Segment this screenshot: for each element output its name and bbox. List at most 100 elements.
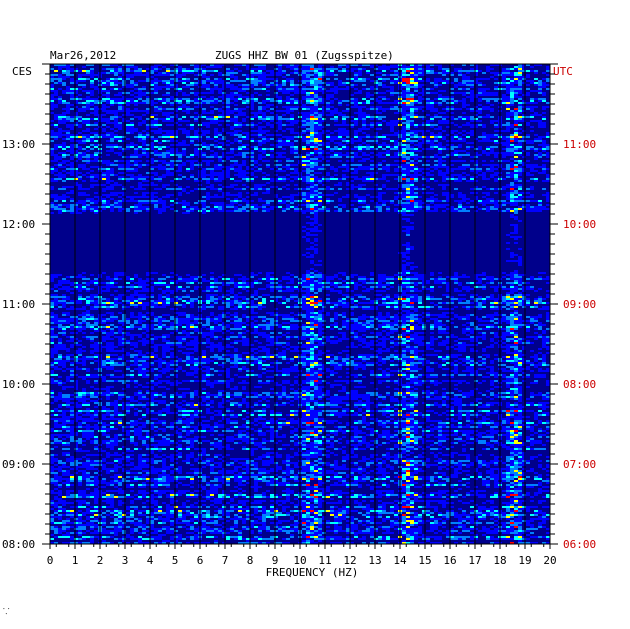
- heatmap-cell: [90, 184, 94, 186]
- heatmap-cell: [322, 118, 326, 120]
- heatmap-cell: [238, 166, 242, 168]
- heatmap-cell: [258, 168, 262, 170]
- heatmap-cell: [506, 172, 510, 174]
- heatmap-cell: [474, 126, 478, 128]
- heatmap-cell: [410, 206, 414, 208]
- heatmap-cell: [342, 100, 346, 102]
- heatmap-cell: [294, 140, 298, 142]
- heatmap-cell: [258, 110, 262, 112]
- heatmap-cell: [278, 128, 282, 130]
- heatmap-cell: [86, 204, 90, 206]
- heatmap-cell: [66, 88, 70, 90]
- heatmap-cell: [502, 82, 506, 84]
- heatmap-cell: [174, 164, 178, 166]
- heatmap-cell: [242, 170, 246, 172]
- heatmap-cell: [430, 88, 434, 90]
- heatmap-cell: [470, 180, 474, 182]
- heatmap-cell: [322, 208, 326, 210]
- heatmap-cell: [118, 122, 122, 124]
- heatmap-cell: [546, 80, 550, 82]
- heatmap-cell: [318, 88, 322, 90]
- heatmap-cell: [534, 102, 538, 104]
- heatmap-cell: [54, 180, 58, 182]
- heatmap-cell: [174, 94, 178, 96]
- heatmap-cell: [138, 136, 142, 138]
- heatmap-cell: [226, 96, 230, 98]
- heatmap-cell: [114, 112, 118, 114]
- heatmap-cell: [442, 156, 446, 158]
- heatmap-cell: [66, 192, 70, 194]
- heatmap-cell: [406, 146, 410, 148]
- heatmap-cell: [142, 192, 146, 194]
- heatmap-cell: [70, 88, 74, 90]
- heatmap-cell: [482, 124, 486, 126]
- heatmap-cell: [382, 98, 386, 100]
- heatmap-cell: [426, 66, 430, 68]
- heatmap-cell: [106, 96, 110, 98]
- heatmap-cell: [330, 194, 334, 196]
- heatmap-cell: [258, 158, 262, 160]
- heatmap-cell: [138, 124, 142, 126]
- heatmap-cell: [62, 120, 66, 122]
- heatmap-cell: [470, 170, 474, 172]
- heatmap-cell: [106, 84, 110, 86]
- heatmap-cell: [230, 74, 234, 76]
- heatmap-cell: [234, 208, 238, 210]
- heatmap-cell: [86, 156, 90, 158]
- heatmap-cell: [182, 94, 186, 96]
- heatmap-cell: [50, 108, 54, 110]
- heatmap-cell: [286, 112, 290, 114]
- heatmap-cell: [150, 70, 154, 72]
- heatmap-cell: [238, 204, 242, 206]
- heatmap-cell: [266, 190, 270, 192]
- heatmap-cell: [378, 66, 382, 68]
- heatmap-cell: [478, 116, 482, 118]
- heatmap-cell: [126, 100, 130, 102]
- heatmap-cell: [234, 130, 238, 132]
- heatmap-cell: [122, 78, 126, 80]
- heatmap-cell: [474, 196, 478, 198]
- heatmap-cell: [422, 184, 426, 186]
- heatmap-cell: [530, 146, 534, 148]
- heatmap-cell: [430, 144, 434, 146]
- heatmap-cell: [126, 86, 130, 88]
- heatmap-cell: [354, 130, 358, 132]
- heatmap-cell: [422, 72, 426, 74]
- heatmap-cell: [314, 144, 318, 146]
- heatmap-cell: [478, 124, 482, 126]
- heatmap-cell: [222, 176, 226, 178]
- heatmap-cell: [502, 88, 506, 90]
- heatmap-cell: [358, 202, 362, 204]
- heatmap-cell: [366, 78, 370, 80]
- heatmap-cell: [154, 90, 158, 92]
- heatmap-cell: [474, 164, 478, 166]
- heatmap-cell: [394, 204, 398, 206]
- heatmap-cell: [82, 90, 86, 92]
- heatmap-cell: [282, 124, 286, 126]
- heatmap-cell: [194, 66, 198, 68]
- heatmap-cell: [338, 198, 342, 200]
- heatmap-cell: [454, 84, 458, 86]
- heatmap-cell: [210, 154, 214, 156]
- heatmap-cell: [382, 136, 386, 138]
- heatmap-cell: [230, 70, 234, 72]
- heatmap-cell: [282, 178, 286, 180]
- heatmap-cell: [230, 156, 234, 158]
- heatmap-cell: [290, 172, 294, 174]
- heatmap-cell: [102, 160, 106, 162]
- heatmap-cell: [318, 82, 322, 84]
- heatmap-cell: [370, 148, 374, 150]
- heatmap-cell: [130, 118, 134, 120]
- heatmap-cell: [542, 140, 546, 142]
- heatmap-cell: [450, 196, 454, 198]
- heatmap-cell: [174, 160, 178, 162]
- heatmap-cell: [62, 160, 66, 162]
- heatmap-cell: [222, 156, 226, 158]
- heatmap-cell: [514, 80, 518, 82]
- heatmap-cell: [186, 110, 190, 112]
- heatmap-cell: [346, 130, 350, 132]
- heatmap-cell: [410, 94, 414, 96]
- heatmap-cell: [342, 206, 346, 208]
- heatmap-cell: [470, 160, 474, 162]
- heatmap-cell: [438, 64, 442, 66]
